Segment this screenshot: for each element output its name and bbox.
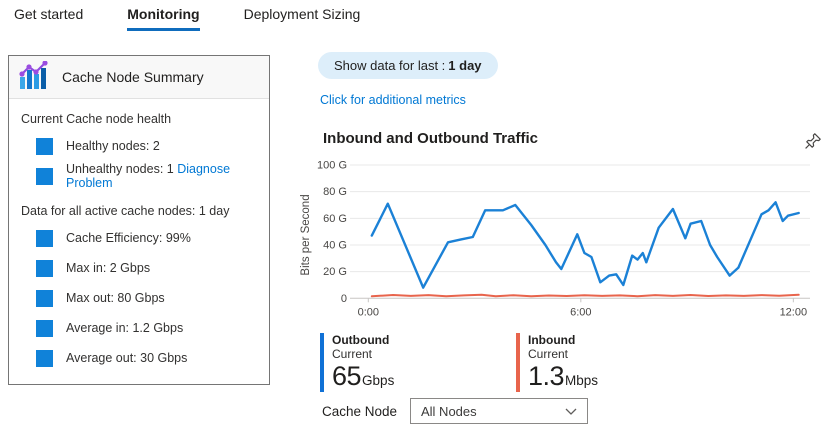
svg-text:20 G: 20 G — [323, 266, 347, 278]
list-item-average-in: Average in: 1.2 Gbps — [36, 313, 269, 343]
chart-title: Inbound and Outbound Traffic — [323, 130, 538, 147]
list-item-unhealthy-nodes: Unhealthy nodes: 1 Diagnose Problem — [36, 161, 269, 191]
status-square-icon — [36, 319, 53, 337]
show-data-duration-pill[interactable]: Show data for last :1 day — [318, 52, 498, 79]
status-square-icon — [36, 259, 53, 277]
svg-text:0:00: 0:00 — [358, 306, 379, 318]
monitoring-panel: Show data for last :1 day Click for addi… — [300, 0, 824, 428]
svg-text:80 G: 80 G — [323, 186, 347, 198]
svg-text:6:00: 6:00 — [570, 306, 591, 318]
unhealthy-nodes-text: Unhealthy nodes: 1 Diagnose Problem — [66, 162, 231, 190]
health-section-label: Current Cache node health — [21, 112, 172, 126]
status-square-icon — [36, 167, 53, 185]
data-section-label: Data for all active cache nodes: 1 day — [21, 204, 230, 218]
status-square-icon — [36, 229, 53, 247]
inbound-unit: Mbps — [565, 373, 599, 388]
svg-text:40 G: 40 G — [323, 239, 347, 251]
card-header: Cache Node Summary — [9, 56, 269, 99]
inbound-current-value: 1.3 — [528, 361, 565, 391]
outbound-current-value: 65 — [332, 361, 362, 391]
list-item-max-in: Max in: 2 Gbps — [36, 253, 269, 283]
status-square-icon — [36, 137, 53, 155]
chart-legend: Outbound Current 65 Gbps Inbound Current… — [320, 333, 712, 392]
duration-value: 1 day — [448, 58, 482, 73]
list-item-average-out: Average out: 30 Gbps — [36, 343, 269, 373]
status-square-icon — [36, 289, 53, 307]
cache-node-label: Cache Node — [322, 403, 398, 419]
cache-node-selected-value: All Nodes — [421, 403, 477, 419]
healthy-nodes-text: Healthy nodes: 2 — [66, 139, 160, 153]
card-title: Cache Node Summary — [62, 69, 204, 85]
svg-text:12:00: 12:00 — [780, 306, 808, 318]
list-item-healthy-nodes: Healthy nodes: 2 — [36, 131, 269, 161]
list-item-cache-efficiency: Cache Efficiency: 99% — [36, 223, 269, 253]
tab-bar: Get started Monitoring Deployment Sizing — [14, 6, 360, 31]
tab-monitoring[interactable]: Monitoring — [127, 6, 200, 31]
status-square-icon — [36, 349, 53, 367]
svg-text:0: 0 — [341, 293, 347, 305]
traffic-chart: 100 G 80 G 60 G 40 G 20 G 0 0:00 6:00 12:00 Bits … — [300, 160, 810, 318]
outbound-unit: Gbps — [362, 373, 395, 388]
bar-line-chart-icon — [19, 60, 51, 93]
diagnose-problem-link[interactable]: Diagnose Problem — [66, 162, 231, 190]
tab-deployment-sizing[interactable]: Deployment Sizing — [243, 6, 361, 22]
svg-text:Bits per Second: Bits per Second — [300, 194, 312, 275]
legend-outbound: Outbound Current 65 Gbps — [320, 333, 436, 392]
legend-inbound: Inbound Current 1.3 Mbps — [516, 333, 632, 392]
pin-icon[interactable] — [804, 132, 822, 153]
list-item-max-out: Max out: 80 Gbps — [36, 283, 269, 313]
cache-node-select[interactable]: All Nodes — [410, 398, 588, 424]
additional-metrics-link[interactable]: Click for additional metrics — [320, 93, 466, 107]
svg-text:100 G: 100 G — [317, 160, 347, 172]
chevron-down-icon — [565, 404, 577, 419]
svg-text:60 G: 60 G — [323, 213, 347, 225]
tab-get-started[interactable]: Get started — [14, 6, 84, 22]
cache-node-summary-card: Cache Node Summary Current Cache node he… — [8, 55, 270, 385]
